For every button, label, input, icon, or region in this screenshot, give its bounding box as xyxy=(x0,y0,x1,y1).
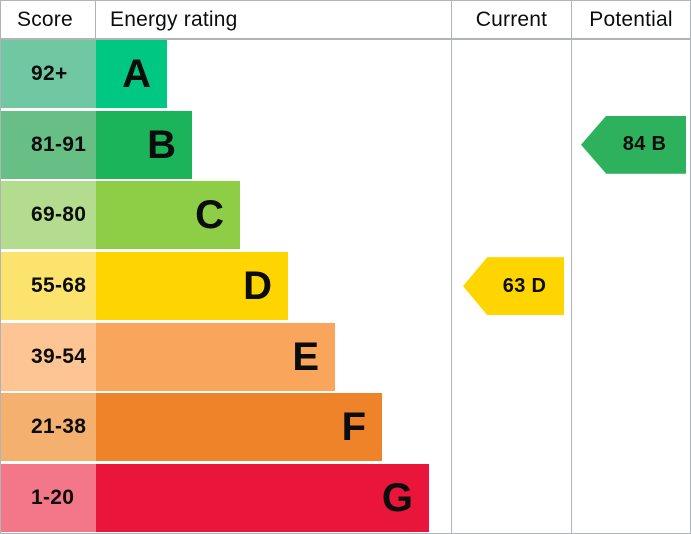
band-row-f: 21-38 F xyxy=(1,393,690,462)
header-potential: Potential xyxy=(589,7,673,31)
header-current: Current xyxy=(452,1,572,38)
score-range-f: 21-38 xyxy=(1,393,96,462)
rating-bar-g: G xyxy=(96,464,429,533)
rating-bar-e: E xyxy=(96,322,335,391)
current-rating-arrow: 63 D xyxy=(463,257,564,316)
chart-header: Score Energy rating Current Potential xyxy=(1,1,690,40)
score-range-g: 1-20 xyxy=(1,464,96,533)
rating-bar-f: F xyxy=(96,393,382,462)
band-row-d: 55-68 D xyxy=(1,252,690,321)
score-range-a: 92+ xyxy=(1,40,96,108)
current-rating-label: 63 D xyxy=(502,274,547,297)
band-row-b: 81-91 B xyxy=(1,110,690,179)
band-row-a: 92+ A xyxy=(1,40,690,108)
score-range-c: 69-80 xyxy=(1,181,96,250)
band-row-e: 39-54 E xyxy=(1,322,690,391)
score-range-d: 55-68 xyxy=(1,252,96,321)
current-column-divider xyxy=(451,40,452,533)
rating-bar-a: A xyxy=(96,40,167,108)
band-row-g: 1-20 G xyxy=(1,464,690,533)
potential-rating-arrow: 84 B xyxy=(581,115,686,174)
rating-bar-c: C xyxy=(96,181,240,250)
rating-bar-d: D xyxy=(96,252,288,321)
chart-body: 92+ A 81-91 B 69-80 C 55-68 D 39-54 E 21… xyxy=(1,40,690,533)
potential-rating-label: 84 B xyxy=(622,133,667,156)
rating-bar-b: B xyxy=(96,110,192,179)
band-row-c: 69-80 C xyxy=(1,181,690,250)
header-score: Score xyxy=(1,1,96,38)
header-energy-rating: Energy rating xyxy=(96,1,452,38)
potential-column-divider xyxy=(571,40,572,533)
score-range-b: 81-91 xyxy=(1,110,96,179)
score-range-e: 39-54 xyxy=(1,322,96,391)
